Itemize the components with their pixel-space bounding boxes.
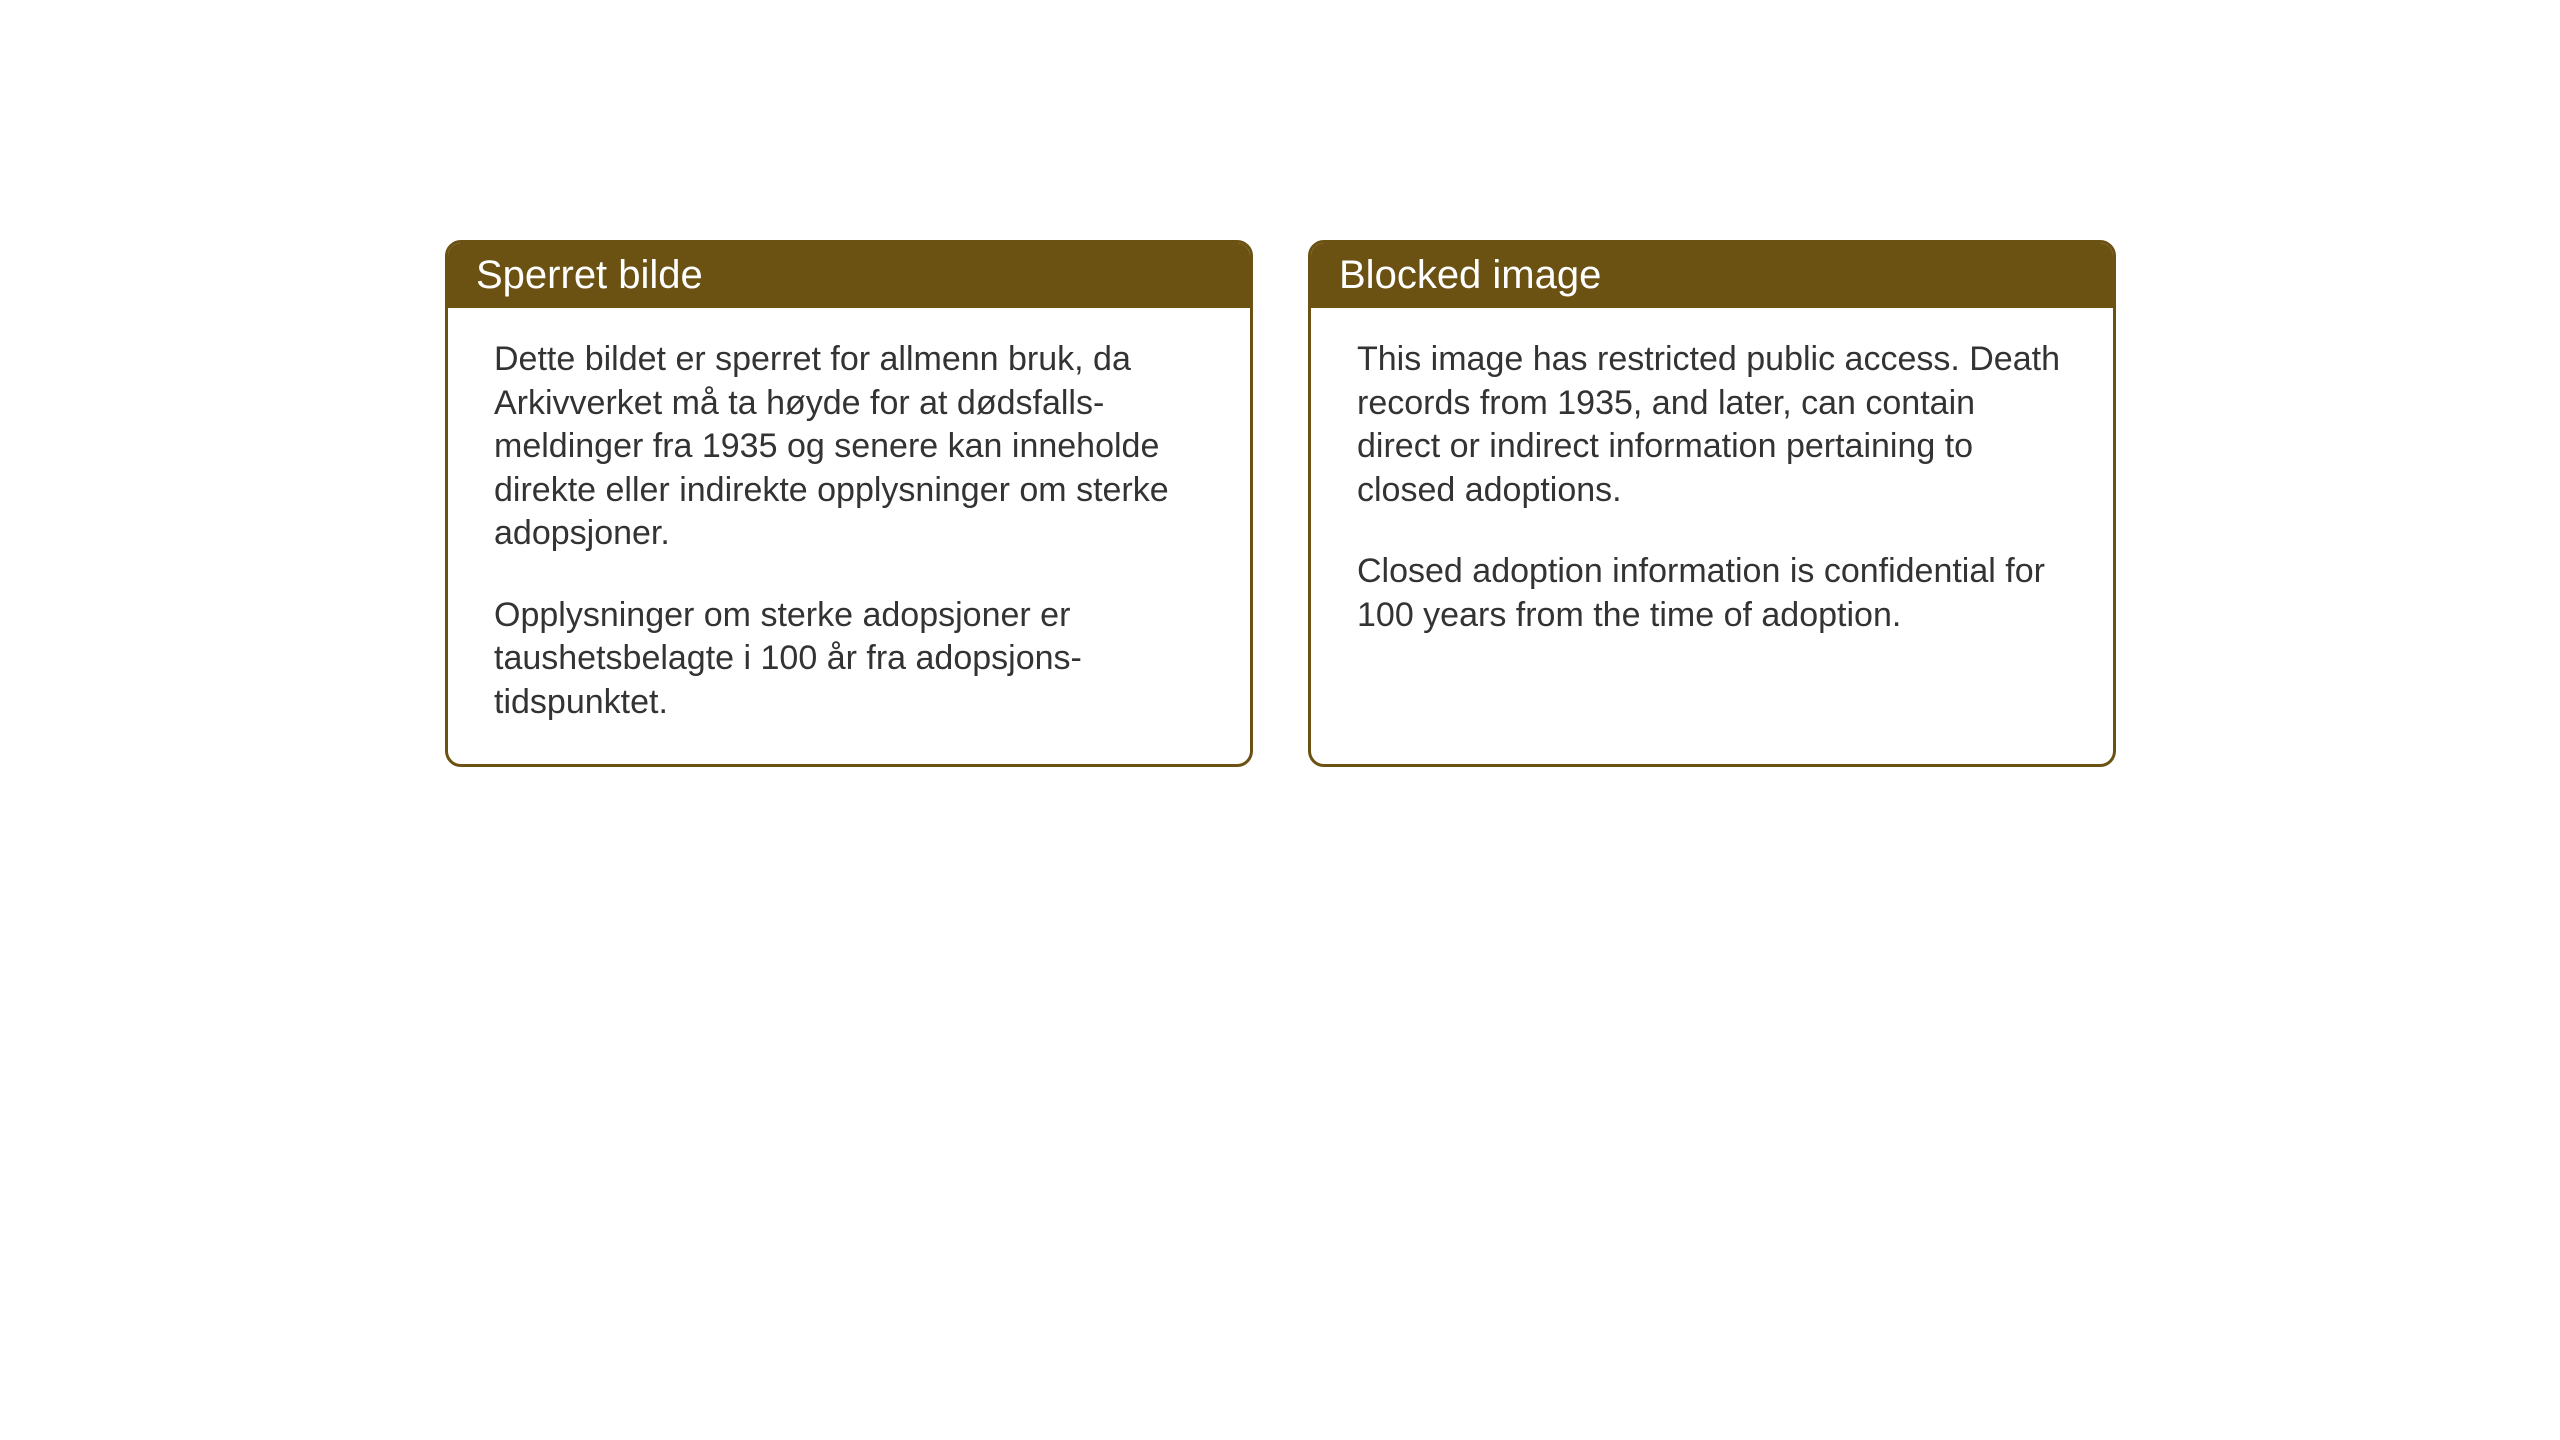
card-header-english: Blocked image [1311,243,2113,308]
card-title-english: Blocked image [1339,253,1601,297]
card-title-norwegian: Sperret bilde [476,253,703,297]
card-body-norwegian: Dette bildet er sperret for allmenn bruk… [448,308,1250,764]
card-header-norwegian: Sperret bilde [448,243,1250,308]
card-body-english: This image has restricted public access.… [1311,308,2113,727]
card-paragraph-english-2: Closed adoption information is confident… [1357,550,2067,637]
notice-cards-container: Sperret bilde Dette bildet er sperret fo… [445,240,2116,767]
card-paragraph-english-1: This image has restricted public access.… [1357,338,2067,512]
notice-card-english: Blocked image This image has restricted … [1308,240,2116,767]
card-paragraph-norwegian-1: Dette bildet er sperret for allmenn bruk… [494,338,1204,556]
card-paragraph-norwegian-2: Opplysninger om sterke adopsjoner er tau… [494,594,1204,725]
notice-card-norwegian: Sperret bilde Dette bildet er sperret fo… [445,240,1253,767]
